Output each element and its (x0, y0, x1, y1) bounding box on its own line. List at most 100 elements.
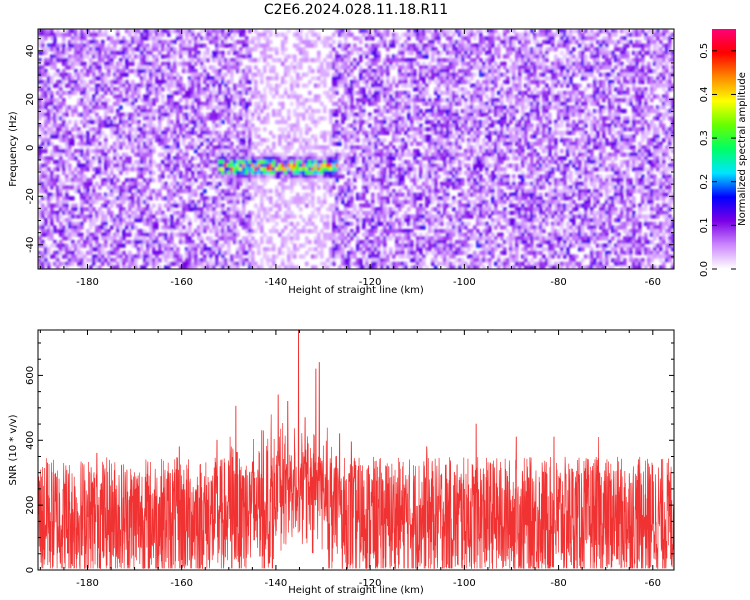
heatmap-cell (296, 72, 300, 77)
heatmap-cell (287, 134, 291, 139)
heatmap-cell (350, 47, 354, 52)
heatmap-cell (350, 83, 354, 88)
heatmap-cell (101, 79, 105, 85)
heatmap-cell (269, 156, 273, 161)
heatmap-cell (344, 156, 348, 161)
heatmap-cell (371, 83, 375, 88)
heatmap-cell (533, 134, 537, 139)
heatmap-cell (623, 119, 627, 125)
heatmap-cell (458, 87, 462, 92)
heatmap-cell (239, 141, 243, 146)
heatmap-cell (659, 141, 663, 146)
heatmap-cell (101, 145, 105, 150)
heatmap-cell (383, 36, 387, 41)
heatmap-cell (464, 79, 468, 85)
heatmap-cell (77, 76, 81, 81)
heatmap-cell (524, 43, 528, 48)
heatmap-cell (287, 112, 291, 117)
heatmap-cell (605, 65, 609, 70)
heatmap-cell (344, 65, 348, 70)
heatmap-cell (101, 152, 105, 157)
heatmap-cell (575, 83, 579, 88)
heatmap-cell (359, 29, 363, 34)
heatmap-cell (65, 29, 69, 34)
heatmap-cell (83, 43, 87, 48)
heatmap-cell (98, 61, 102, 66)
heatmap-cell (332, 79, 336, 85)
heatmap-cell (461, 116, 465, 121)
heatmap-cell (479, 43, 483, 48)
heatmap-cell (305, 58, 309, 63)
heatmap-cell (197, 90, 201, 96)
heatmap-cell (527, 112, 531, 117)
heatmap-cell (443, 98, 447, 103)
heatmap-cell (509, 58, 513, 63)
heatmap-cell (218, 50, 222, 56)
heatmap-cell (473, 109, 477, 114)
heatmap-cell (596, 134, 600, 139)
heatmap-cell (434, 109, 438, 114)
heatmap-cell (380, 109, 384, 114)
heatmap-cell (62, 58, 66, 63)
heatmap-cell (527, 54, 531, 59)
heatmap-cell (335, 152, 339, 157)
heatmap-cell (611, 69, 615, 74)
heatmap-cell (194, 98, 198, 103)
heatmap-cell (206, 50, 210, 56)
heatmap-cell (80, 61, 84, 66)
heatmap-cell (332, 94, 336, 99)
heatmap-cell (626, 98, 630, 103)
heatmap-cell (446, 134, 450, 139)
heatmap-cell (47, 156, 51, 161)
heatmap-cell (512, 109, 516, 114)
heatmap-cell (443, 145, 447, 150)
heatmap-cell (380, 156, 384, 161)
heatmap-cell (92, 76, 96, 81)
heatmap-cell (293, 65, 297, 70)
heatmap-cell (347, 90, 351, 96)
heatmap-cell (428, 69, 432, 74)
heatmap-cell (218, 112, 222, 117)
heatmap-cell (245, 119, 249, 125)
heatmap-cell (581, 61, 585, 66)
heatmap-cell (491, 76, 495, 81)
heatmap-cell (530, 94, 534, 99)
heatmap-cell (617, 116, 621, 121)
heatmap-cell (395, 83, 399, 88)
heatmap-cell (392, 123, 396, 128)
heatmap-cell (596, 29, 600, 34)
heatmap-cell (68, 145, 72, 150)
heatmap-cell (56, 43, 60, 48)
heatmap-cell (302, 39, 306, 45)
heatmap-cell (401, 79, 405, 85)
heatmap-cell (659, 83, 663, 88)
heatmap-cell (251, 145, 255, 150)
heatmap-cell (119, 47, 123, 52)
heatmap-cell (257, 90, 261, 96)
heatmap-cell (299, 127, 303, 132)
heatmap-cell (419, 134, 423, 139)
heatmap-cell (449, 39, 453, 45)
heatmap-cell (467, 141, 471, 146)
heatmap-cell (83, 90, 87, 96)
heatmap-cell (500, 105, 504, 110)
heatmap-cell (638, 87, 642, 92)
heatmap-cell (77, 58, 81, 63)
heatmap-cell (341, 105, 345, 110)
heatmap-cell (83, 101, 87, 106)
heatmap-cell (167, 61, 171, 66)
heatmap-cell (608, 141, 612, 146)
heatmap-cell (563, 156, 567, 161)
heatmap-cell (335, 65, 339, 70)
heatmap-cell (131, 29, 135, 34)
heatmap-cell (227, 65, 231, 70)
heatmap-cell (65, 152, 69, 157)
heatmap-cell (236, 58, 240, 63)
heatmap-cell (248, 127, 252, 132)
heatmap-cell (356, 90, 360, 96)
heatmap-cell (47, 90, 51, 96)
heatmap-cell (587, 98, 591, 103)
heatmap-cell (635, 39, 639, 45)
heatmap-cell (194, 90, 198, 96)
heatmap-cell (155, 87, 159, 92)
